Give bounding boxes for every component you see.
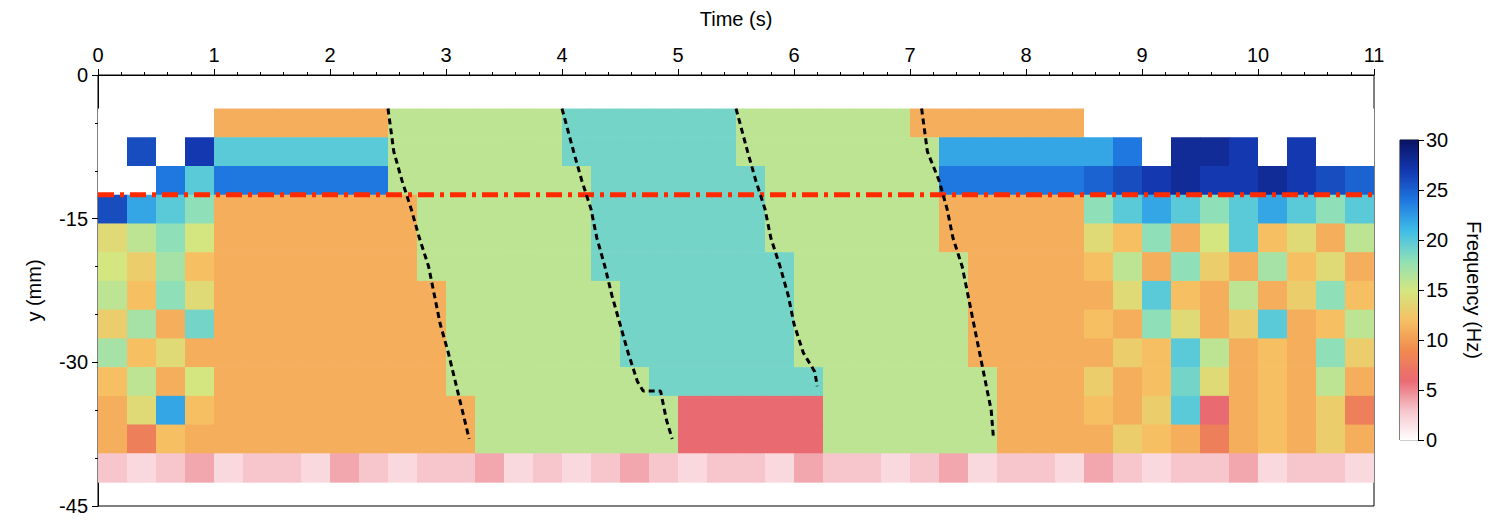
svg-text:30: 30 [1426,129,1448,151]
svg-text:5: 5 [1426,379,1437,401]
svg-text:0: 0 [1426,429,1437,451]
svg-text:20: 20 [1426,229,1448,251]
svg-text:6: 6 [788,44,799,66]
svg-text:Time (s): Time (s) [700,8,773,30]
svg-text:0: 0 [92,44,103,66]
svg-text:5: 5 [672,44,683,66]
svg-text:4: 4 [556,44,567,66]
svg-text:15: 15 [1426,279,1448,301]
svg-text:2: 2 [324,44,335,66]
svg-text:8: 8 [1020,44,1031,66]
svg-text:-30: -30 [59,351,88,373]
svg-text:0: 0 [77,64,88,86]
svg-text:9: 9 [1136,44,1147,66]
svg-text:3: 3 [440,44,451,66]
svg-text:y (mm): y (mm) [23,259,45,321]
svg-text:1: 1 [208,44,219,66]
svg-text:10: 10 [1426,329,1448,351]
svg-text:7: 7 [904,44,915,66]
svg-text:11: 11 [1364,44,1385,66]
svg-text:25: 25 [1426,179,1448,201]
svg-text:Frequency (Hz): Frequency (Hz) [1463,221,1485,359]
svg-text:-45: -45 [59,495,88,517]
svg-text:10: 10 [1247,44,1269,66]
svg-text:-15: -15 [59,208,88,230]
